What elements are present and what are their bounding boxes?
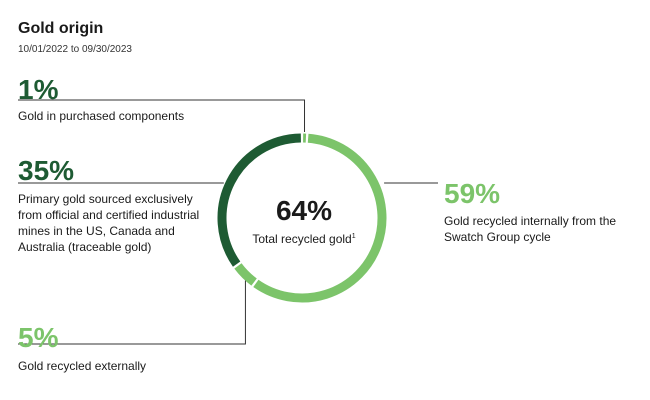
donut-slice-primary [217, 133, 301, 267]
donut-slice-external [234, 263, 257, 286]
chart-title: Gold origin [18, 20, 104, 37]
slice-purchased-label: Gold in purchased components [18, 109, 185, 123]
slice-external-percent: 5% [18, 322, 59, 353]
slice-purchased-percent: 1% [18, 74, 59, 105]
date-range: 10/01/2022 to 09/30/2023 [18, 44, 132, 55]
center-label: Total recycled gold1 [229, 232, 379, 246]
slice-internal-percent: 59% [444, 178, 501, 209]
slice-primary-label: Primary gold sourced exclusively from of… [18, 192, 200, 254]
center-value: 64% [275, 195, 333, 226]
connector-purchased [18, 99, 306, 133]
center-label-text: Total recycled gold [252, 232, 352, 246]
slice-external-label: Gold recycled externally [18, 359, 147, 373]
center-footnote: 1 [351, 233, 356, 240]
slice-primary-percent: 35% [18, 155, 75, 186]
connector-external [18, 280, 246, 345]
slice-internal-label: Gold recycled internally from the Swatch… [444, 214, 617, 244]
donut-slice-internal [253, 133, 387, 303]
